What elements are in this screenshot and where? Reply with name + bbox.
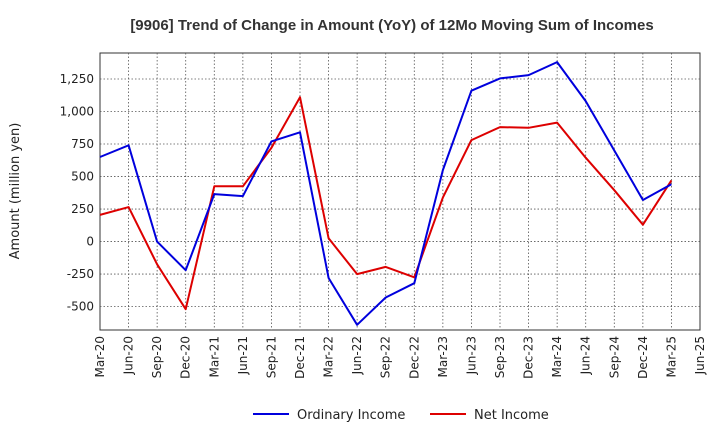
x-tick-label: Dec-21 <box>293 336 307 379</box>
x-tick-label: Jun-21 <box>236 336 250 375</box>
x-tick-label: Mar-25 <box>664 336 678 377</box>
x-tick-label: Jun-20 <box>122 336 136 375</box>
x-tick-label: Sep-24 <box>607 336 621 378</box>
y-tick-label: 1,000 <box>60 105 94 119</box>
x-tick-label: Jun-24 <box>579 336 593 375</box>
x-tick-label: Mar-20 <box>93 336 107 377</box>
x-tick-label: Dec-20 <box>179 336 193 379</box>
x-tick-label: Mar-23 <box>436 336 450 377</box>
y-tick-label: 0 <box>86 235 94 249</box>
y-tick-label: 1,250 <box>60 72 94 86</box>
plot-area <box>99 52 701 331</box>
y-tick-label: 500 <box>71 170 94 184</box>
legend-label: Ordinary Income <box>297 408 405 423</box>
y-tick-label: -250 <box>67 267 94 281</box>
x-tick-label: Jun-25 <box>693 336 707 375</box>
x-axis-ticks: Mar-20 Jun-20 Sep-20 Dec-20 Mar-21 Jun-21 Sep-… <box>93 336 707 379</box>
x-tick-label: Sep-21 <box>264 336 278 378</box>
x-tick-label: Sep-20 <box>150 336 164 378</box>
legend-label: Net Income <box>474 408 549 423</box>
x-tick-label: Sep-22 <box>379 336 393 378</box>
y-axis-label: Amount (million yen) <box>8 123 23 260</box>
x-tick-label: Dec-24 <box>636 336 650 379</box>
series-line-net-income <box>99 96 673 311</box>
x-tick-label: Jun-22 <box>350 336 364 375</box>
y-axis-ticks: -500 -250 0 250 500 750 1,000 1,250 <box>60 72 94 314</box>
y-tick-label: 250 <box>71 202 94 216</box>
x-tick-label: Dec-23 <box>522 336 536 379</box>
x-tick-label: Dec-22 <box>407 336 421 379</box>
x-tick-label: Mar-22 <box>322 336 336 377</box>
chart-title: [9906] Trend of Change in Amount (YoY) o… <box>130 17 653 34</box>
series-lines <box>99 61 673 326</box>
x-tick-label: Jun-23 <box>464 336 478 375</box>
legend: Ordinary Income Net Income <box>253 408 549 423</box>
series-line-ordinary-income <box>99 61 672 326</box>
x-tick-label: Mar-21 <box>207 336 221 377</box>
x-tick-label: Sep-23 <box>493 336 507 378</box>
y-tick-label: -500 <box>67 300 94 314</box>
x-tick-label: Mar-24 <box>550 336 564 377</box>
y-tick-label: 750 <box>71 137 94 151</box>
